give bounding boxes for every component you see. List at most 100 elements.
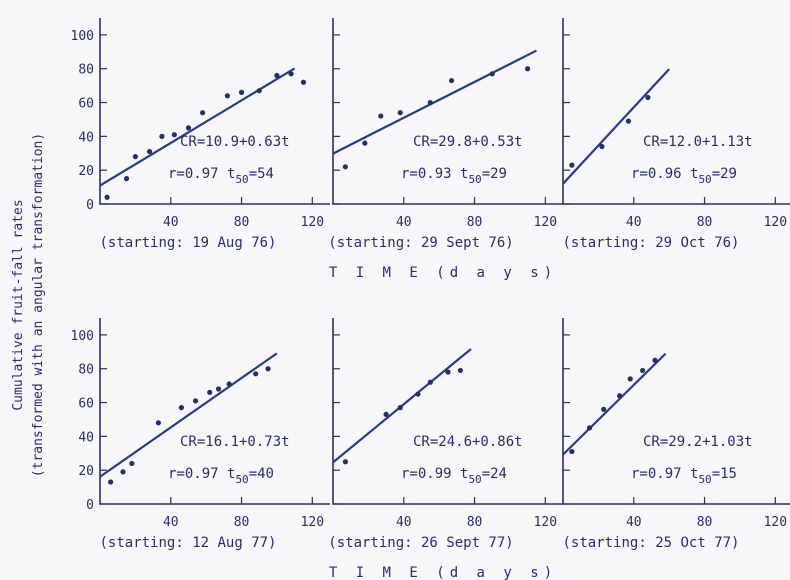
t50-subscript: 50	[235, 473, 248, 486]
r-t50-label: r=0.96 t50=29	[631, 166, 737, 186]
data-point	[378, 113, 384, 119]
t50-subscript: 50	[235, 173, 248, 186]
panel-caption: (starting: 19 Aug 76)	[99, 235, 276, 251]
data-point	[525, 66, 531, 72]
r-value: r=0.93 t	[401, 166, 468, 182]
data-point	[171, 132, 177, 138]
data-point	[123, 176, 130, 182]
x-tick-label: 120	[764, 515, 787, 530]
data-point	[108, 479, 114, 485]
equation-label: CR=29.8+0.53t	[413, 134, 523, 150]
data-point	[288, 71, 294, 77]
r-t50-label: r=0.97 t50=54	[168, 166, 274, 186]
t50-value: =15	[712, 466, 737, 482]
data-point	[253, 371, 259, 377]
data-point	[265, 366, 271, 372]
panel-5: 40 80 120 CR=29.2+1.03t r=0.97 t50=15 (starti…	[562, 318, 790, 551]
panel-0: 0 20 40 60 80 100 40 80 120 CR=10.9+0.63t r=0.97 t…	[71, 18, 330, 251]
data-point	[146, 148, 153, 155]
y-tick-label: 20	[78, 464, 94, 479]
r-t50-label: r=0.99 t50=24	[401, 466, 507, 486]
data-point	[207, 389, 213, 395]
data-point	[129, 460, 135, 467]
data-point	[627, 376, 633, 382]
data-point	[215, 386, 222, 392]
r-t50-label: r=0.93 t50=29	[401, 166, 507, 186]
regression-line	[332, 49, 537, 155]
t50-value: =29	[482, 166, 507, 182]
r-t50-label: r=0.97 t50=40	[168, 466, 274, 486]
equation-label: CR=24.6+0.86t	[413, 434, 523, 450]
x-tick-label: 40	[396, 215, 412, 230]
data-point	[159, 133, 165, 139]
panel-4: 40 80 120 CR=24.6+0.86t r=0.99 t50=24 (starti…	[328, 318, 563, 551]
y-tick-label: 100	[71, 329, 94, 344]
data-point	[645, 94, 651, 101]
r-value: r=0.97 t	[168, 466, 235, 482]
data-point	[397, 110, 403, 116]
y-tick-label: 60	[78, 397, 94, 412]
data-point	[256, 88, 262, 94]
data-point	[652, 357, 658, 363]
t50-subscript: 50	[468, 473, 481, 486]
t50-value: =29	[712, 166, 737, 182]
data-point	[445, 369, 451, 375]
x-tick-label: 80	[697, 515, 713, 530]
data-point	[132, 154, 138, 160]
x-tick-label: 120	[764, 215, 787, 230]
data-point	[640, 367, 646, 374]
y-tick-label: 80	[78, 63, 94, 78]
panel-caption: (starting: 25 Oct 77)	[562, 535, 739, 551]
regression-line	[332, 348, 472, 464]
x-tick-label: 80	[467, 215, 483, 230]
data-point	[569, 162, 575, 168]
data-point	[569, 448, 575, 455]
x-tick-label: 40	[626, 215, 642, 230]
y-tick-label: 80	[78, 363, 94, 378]
equation-label: CR=12.0+1.13t	[643, 134, 753, 150]
x-tick-label: 120	[534, 215, 557, 230]
y-axis-label-line2: (transformed with an angular transformat…	[31, 133, 46, 477]
x-tick-label: 40	[626, 515, 642, 530]
x-axis-label-top: T I M E (d a y s)	[329, 265, 557, 281]
r-value: r=0.99 t	[401, 466, 468, 482]
equation-label: CR=16.1+0.73t	[180, 434, 290, 450]
y-tick-label: 60	[78, 97, 94, 112]
x-tick-label: 120	[301, 215, 324, 230]
data-point	[342, 459, 348, 465]
data-point	[415, 391, 421, 397]
x-tick-label: 40	[163, 515, 179, 530]
data-point	[200, 110, 206, 116]
r-value: r=0.97 t	[631, 466, 698, 482]
data-point	[489, 71, 495, 77]
y-tick-label: 20	[78, 164, 94, 179]
y-tick-label: 0	[86, 498, 94, 513]
data-point	[625, 118, 632, 124]
y-tick-label: 0	[86, 198, 94, 213]
data-point	[617, 393, 623, 399]
r-value: r=0.97 t	[168, 166, 235, 182]
regression-line	[562, 352, 667, 456]
data-point	[448, 77, 455, 84]
data-point	[226, 381, 232, 387]
panel-2: 40 80 120 CR=12.0+1.13t r=0.96 t50=29 (starti…	[562, 18, 790, 251]
data-point	[155, 420, 161, 426]
data-point	[383, 411, 389, 417]
y-axis-label-line1: Cumulative fruit-fall rates	[11, 199, 26, 410]
t50-subscript: 50	[468, 173, 481, 186]
y-tick-label: 40	[78, 130, 94, 145]
data-point	[601, 406, 607, 412]
x-tick-label: 40	[163, 215, 179, 230]
t50-value: =54	[249, 166, 274, 182]
data-point	[192, 398, 199, 404]
data-point	[120, 469, 126, 475]
panel-caption: (starting: 12 Aug 77)	[99, 535, 276, 551]
data-point	[362, 140, 368, 146]
t50-value: =24	[482, 466, 507, 482]
data-point	[274, 72, 280, 79]
y-tick-label: 100	[71, 29, 94, 44]
panel-1: 40 80 120 CR=29.8+0.53t r=0.93 t50=29 (starti…	[328, 18, 563, 251]
data-point	[178, 405, 184, 411]
t50-value: =40	[249, 466, 274, 482]
